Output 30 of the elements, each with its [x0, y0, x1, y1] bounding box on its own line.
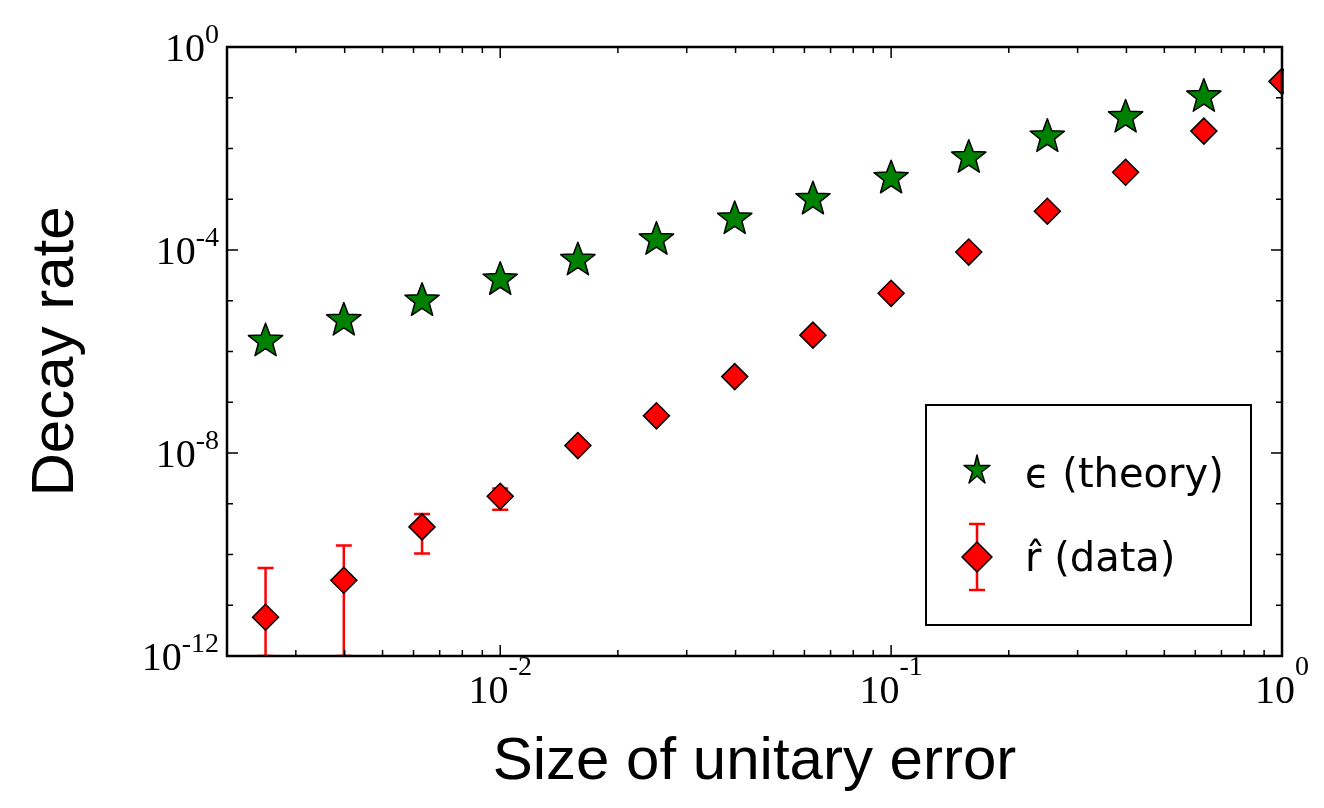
point	[247, 322, 284, 357]
point	[873, 159, 909, 194]
point	[955, 238, 983, 266]
point	[642, 402, 671, 430]
point	[1185, 77, 1222, 112]
point	[486, 482, 514, 511]
point	[799, 321, 827, 349]
point	[251, 603, 280, 632]
point	[795, 180, 831, 215]
point	[1033, 197, 1062, 226]
point	[408, 513, 436, 541]
legend-label: ϵ (theory)	[1025, 450, 1224, 496]
point	[330, 566, 358, 595]
legend-label: r̂ (data)	[1025, 534, 1176, 580]
point	[716, 200, 753, 235]
point	[950, 138, 987, 173]
point	[1111, 158, 1140, 187]
point	[564, 431, 592, 460]
point	[1107, 98, 1144, 133]
point	[325, 301, 362, 336]
point	[720, 362, 749, 391]
point	[560, 241, 596, 276]
x-axis-title: Size of unitary error	[492, 724, 1017, 792]
point	[638, 220, 675, 255]
point	[1029, 118, 1066, 153]
point	[1190, 117, 1218, 145]
y-axis-title: Decay rate	[18, 206, 86, 497]
point	[482, 260, 519, 295]
point	[404, 282, 440, 317]
point	[877, 279, 905, 308]
